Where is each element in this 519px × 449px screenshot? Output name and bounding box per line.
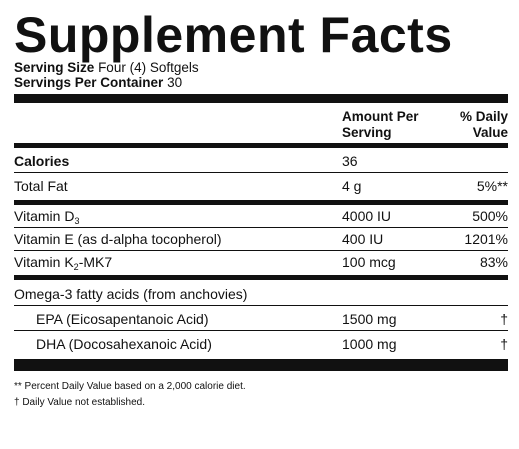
thin-divider (14, 330, 508, 331)
servings-per-container-label: Servings Per Container (14, 75, 164, 90)
nutrient-row-total-fat: Total Fat 4 g 5%** (14, 175, 508, 197)
nutrient-amount: 100 mcg (342, 254, 396, 270)
thick-divider (14, 359, 508, 371)
nutrient-amount: 4 g (342, 178, 362, 194)
nutrient-row-calories: Calories 36 (14, 150, 508, 172)
nutrient-amount: 1500 mg (342, 311, 397, 327)
nutrient-amount: 400 IU (342, 231, 384, 247)
nutrient-name: Vitamin E (as d-alpha tocopherol) (14, 231, 222, 247)
nutrient-row-epa: EPA (Eicosapentanoic Acid) 1500 mg † (14, 308, 508, 330)
nutrient-name: Vitamin K2-MK7 (14, 254, 113, 272)
nutrient-amount: 4000 IU (342, 208, 392, 224)
footnote-dv-not-established: † Daily Value not established. (14, 397, 146, 408)
nutrient-dv: † (500, 311, 508, 327)
thick-divider (14, 94, 508, 103)
column-header: Amount Per Serving % Daily Value (14, 103, 508, 143)
nutrient-dv: † (500, 336, 508, 352)
thin-divider (14, 250, 508, 251)
supplement-facts-panel: Supplement Facts Serving Size Four (4) S… (14, 0, 508, 411)
thin-divider (14, 172, 508, 173)
servings-per-container: Servings Per Container 30 (14, 75, 508, 90)
medium-divider (14, 200, 508, 205)
nutrient-dv: 5%** (476, 178, 508, 194)
nutrient-name: Calories (14, 153, 70, 169)
nutrient-row-omega-3: Omega-3 fatty acids (from anchovies) (14, 283, 508, 305)
nutrient-name: Omega-3 fatty acids (from anchovies) (14, 286, 248, 302)
serving-size-label: Serving Size (14, 60, 95, 75)
thin-divider (14, 227, 508, 228)
nutrient-name: EPA (Eicosapentanoic Acid) (36, 311, 209, 327)
daily-value-header: % Daily Value (459, 109, 508, 140)
nutrient-name: DHA (Docosahexanoic Acid) (36, 336, 212, 352)
nutrient-name: Vitamin D3 (14, 208, 80, 226)
footnotes: ** Percent Daily Value based on a 2,000 … (14, 379, 508, 411)
nutrient-row-vitamin-e: Vitamin E (as d-alpha tocopherol) 400 IU… (14, 228, 508, 250)
nutrient-row-dha: DHA (Docosahexanoic Acid) 1000 mg † (14, 333, 508, 355)
medium-divider (14, 275, 508, 280)
thin-divider (14, 305, 508, 306)
nutrient-row-vitamin-d3: Vitamin D3 4000 IU 500% (14, 205, 508, 227)
panel-title: Supplement Facts (14, 7, 453, 63)
medium-divider (14, 143, 508, 148)
nutrient-dv: 1201% (464, 231, 508, 247)
servings-per-container-value: 30 (167, 75, 183, 90)
nutrient-name: Total Fat (14, 178, 68, 194)
nutrient-amount: 36 (342, 153, 358, 169)
amount-per-serving-header: Amount Per Serving (342, 109, 419, 140)
serving-size-value: Four (4) Softgels (98, 60, 199, 75)
serving-size: Serving Size Four (4) Softgels (14, 60, 508, 75)
footnote-percent-dv: ** Percent Daily Value based on a 2,000 … (14, 381, 246, 392)
nutrient-amount: 1000 mg (342, 336, 397, 352)
nutrient-row-vitamin-k2: Vitamin K2-MK7 100 mcg 83% (14, 251, 508, 273)
nutrient-dv: 500% (472, 208, 508, 224)
nutrient-dv: 83% (479, 254, 508, 270)
